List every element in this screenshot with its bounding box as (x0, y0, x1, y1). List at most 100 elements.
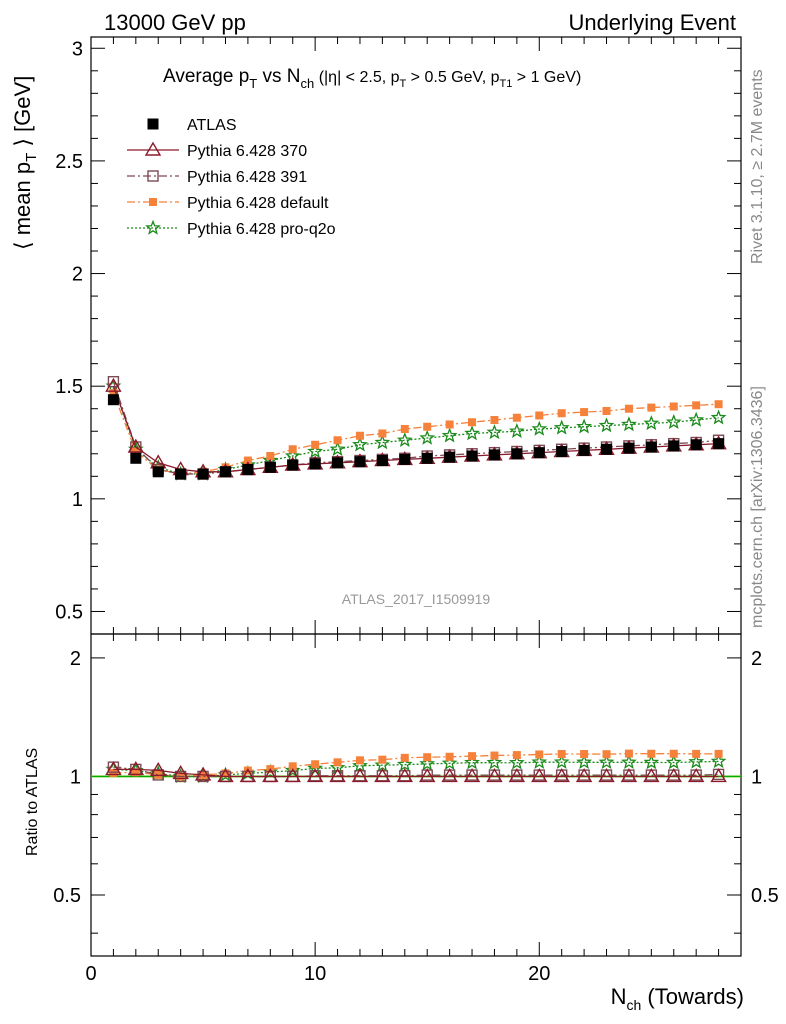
series-line-proq2o (112, 385, 719, 475)
x-axis-ticks: 0 10 20 (85, 37, 742, 985)
plot-title: Average pT vs Nch (|η| < 2.5, pT > 0.5 G… (163, 66, 581, 91)
ratio-point-p370 (105, 761, 122, 776)
series-line-default (112, 392, 719, 475)
main-y-axis-label: ⟨ mean pT ⟩ [GeV] (10, 76, 40, 250)
legend-marker-p391 (147, 170, 159, 182)
main-series-group (105, 375, 727, 481)
data-point-proq2o (464, 425, 480, 441)
data-point-atlas (242, 464, 254, 476)
data-point-atlas (399, 453, 411, 465)
data-point-proq2o (665, 413, 682, 429)
ratio-point-p370 (194, 766, 212, 781)
ratio-point-default (445, 752, 454, 761)
data-point-atlas (668, 440, 680, 452)
data-point-proq2o (553, 419, 570, 435)
data-point-proq2o (531, 420, 548, 436)
ratio-point-proq2o (486, 754, 503, 770)
data-point-default (692, 401, 701, 410)
ratio-point-default (355, 756, 364, 765)
process-label: Underlying Event (568, 10, 736, 35)
ratio-point-p370 (643, 768, 660, 783)
data-point-default (109, 388, 118, 397)
series-line-p370 (112, 385, 719, 473)
ratio-point-p370 (665, 768, 682, 783)
legend-marker-proq2o (145, 219, 161, 235)
series-default (109, 388, 723, 479)
ratio-point-proq2o (710, 753, 727, 769)
ratio-line-default (113, 752, 719, 778)
y-tick-label: 2 (72, 264, 83, 286)
data-point-atlas (152, 466, 164, 478)
ratio-point-p370 (351, 768, 369, 783)
legend-item-atlas: ATLAS (147, 117, 237, 134)
ratio-point-p370 (598, 768, 615, 783)
legend-item-default: Pythia 6.428 default (127, 195, 329, 212)
data-point-atlas (421, 452, 433, 464)
legend-marker-default (149, 198, 157, 206)
ratio-point-default (647, 749, 656, 758)
ratio-point-p370 (710, 768, 727, 783)
data-point-default (355, 431, 364, 440)
ratio-point-default (333, 758, 342, 767)
ratio-point-proq2o (508, 754, 525, 770)
data-point-proq2o (374, 434, 391, 450)
ratio-point-proq2o (419, 755, 436, 771)
data-point-atlas (376, 455, 388, 467)
data-point-atlas (623, 442, 635, 454)
ratio-point-p370 (620, 768, 638, 783)
ratio-series-group (91, 749, 741, 784)
ratio-point-proq2o (464, 754, 480, 770)
data-point-default (333, 436, 342, 445)
data-point-default (647, 403, 656, 412)
ratio-point-p370 (239, 768, 257, 783)
data-point-default (400, 424, 409, 433)
ratio-point-default (535, 750, 544, 759)
ratio-line-p391 (113, 766, 719, 778)
data-point-atlas (197, 468, 209, 480)
legend-item-p391: Pythia 6.428 391 (127, 169, 307, 186)
ratio-point-default (423, 753, 432, 762)
legend-label-proq2o: Pythia 6.428 pro-q2o (187, 221, 336, 238)
data-point-proq2o (621, 416, 637, 432)
series-atlas (107, 394, 725, 480)
data-point-proq2o (307, 443, 324, 459)
data-point-proq2o (576, 418, 592, 434)
data-point-atlas (488, 449, 500, 461)
data-point-proq2o (396, 431, 413, 447)
data-point-atlas (533, 447, 545, 459)
data-point-default (580, 408, 589, 417)
data-point-atlas (578, 444, 590, 456)
data-point-proq2o (598, 417, 615, 433)
ratio-point-proq2o (396, 756, 413, 772)
data-point-proq2o (441, 427, 458, 443)
ratio-point-p370 (217, 768, 234, 783)
data-point-proq2o (419, 429, 436, 445)
legend-label-p370: Pythia 6.428 370 (187, 143, 307, 160)
ratio-point-p370 (396, 768, 414, 783)
ratio-y-tick-label: 0.5 (751, 885, 779, 907)
data-point-atlas (511, 448, 523, 460)
ratio-point-proq2o (621, 754, 637, 770)
data-point-default (468, 418, 477, 427)
ratio-point-default (624, 749, 633, 758)
x-tick-label: 0 (85, 963, 96, 985)
data-point-atlas (309, 458, 321, 470)
ratio-point-proq2o (598, 754, 615, 770)
data-point-proq2o (352, 436, 368, 452)
ratio-point-proq2o (441, 755, 458, 771)
ratio-point-p370 (262, 768, 279, 783)
legend: ATLAS Pythia 6.428 370 Pythia 6.428 391 Pyt… (127, 117, 336, 238)
ratio-point-p370 (486, 768, 503, 783)
legend-marker-atlas (147, 118, 159, 130)
data-point-atlas (354, 456, 366, 468)
data-point-atlas (264, 461, 276, 473)
ratio-point-default (669, 749, 678, 758)
legend-marker-p370 (144, 141, 162, 156)
data-point-proq2o (688, 411, 705, 427)
ratio-point-p370 (284, 768, 301, 783)
y-tick-label: 2.5 (55, 151, 83, 173)
x-tick-label: 10 (304, 963, 326, 985)
ratio-point-default (692, 749, 701, 758)
data-point-proq2o (329, 440, 346, 456)
